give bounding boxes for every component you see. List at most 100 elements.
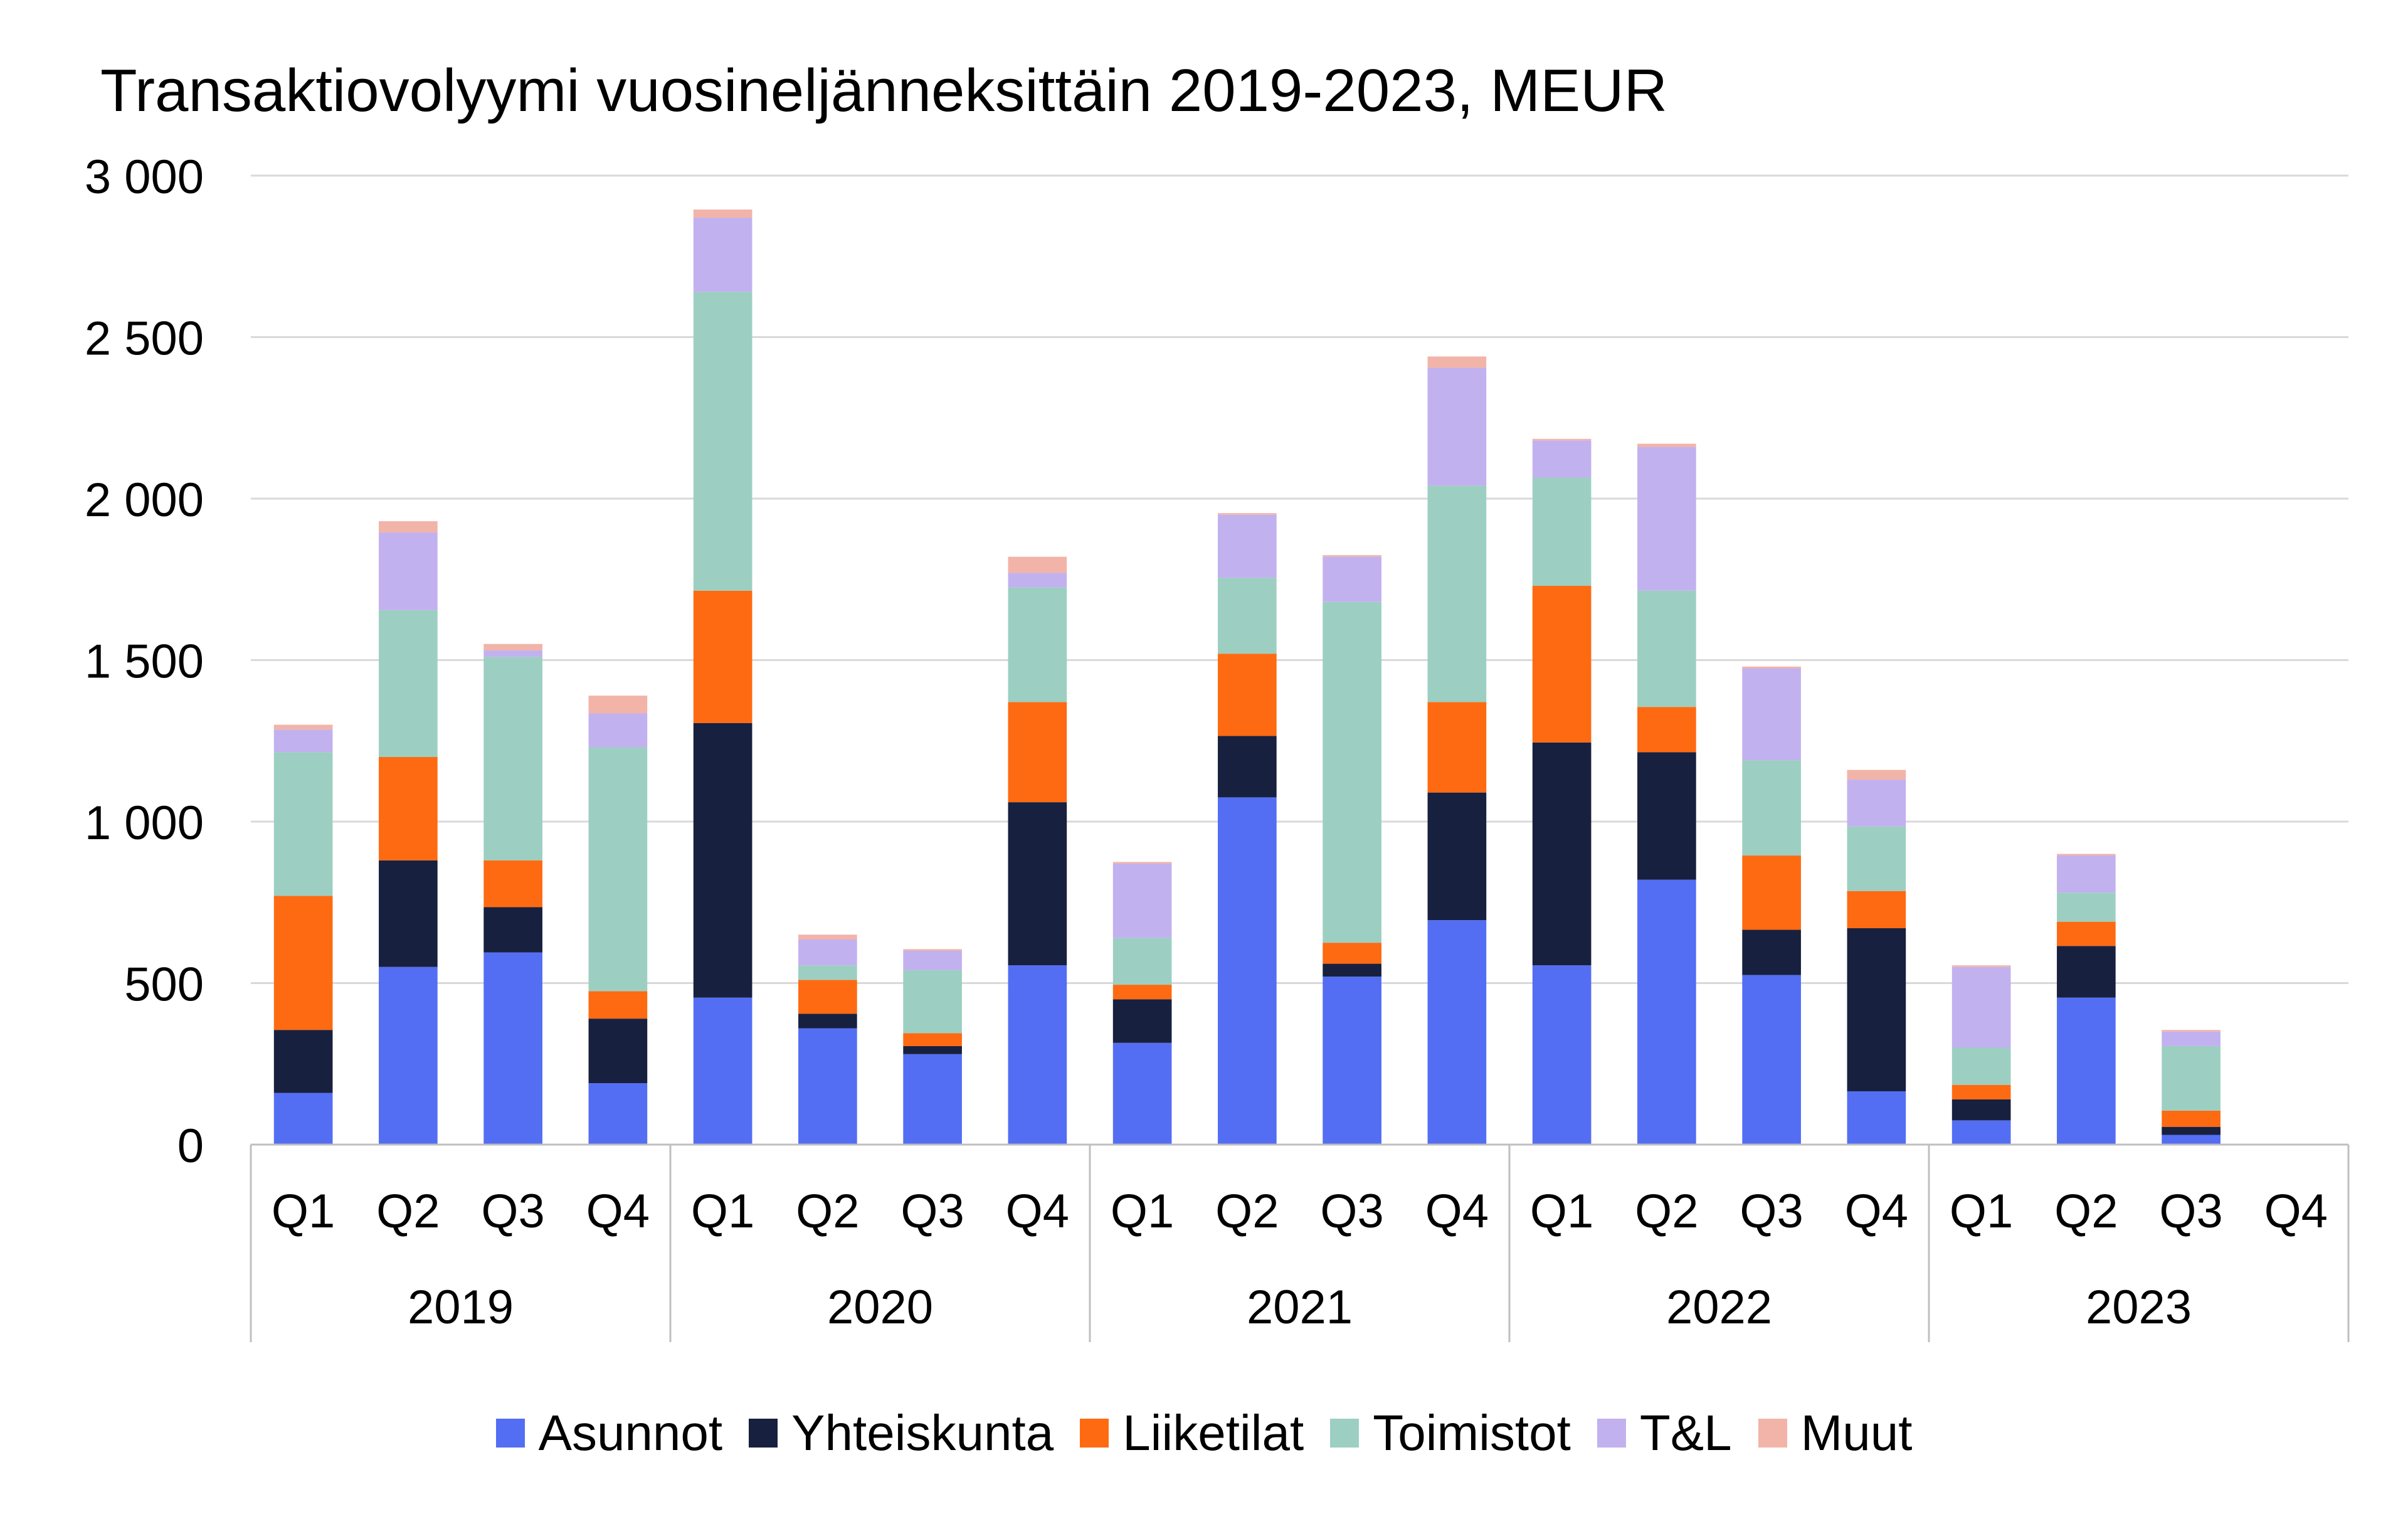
bar-segment-muut [1951, 965, 2011, 967]
bar-segment-toimistot [1742, 760, 1801, 856]
y-tick-label: 3 000 [85, 151, 204, 204]
bar-segment-t-l [1742, 668, 1801, 761]
bar-segment-asunnot [1427, 920, 1487, 1145]
bar-segment-toimistot [2162, 1046, 2221, 1111]
x-tick-label: Q2 [1635, 1185, 1698, 1238]
bar-segment-toimistot [1218, 578, 1277, 654]
x-tick-label: Q3 [481, 1185, 544, 1238]
bar-segment-toimistot [483, 657, 542, 860]
x-tick-label: Q3 [2159, 1185, 2222, 1238]
bar-segment-toimistot [588, 747, 648, 992]
chart-title: Transaktiovolyymi vuosineljänneksittäin … [100, 57, 1667, 124]
bar-segment-toimistot [273, 752, 333, 896]
bar-segment-muut [2057, 854, 2116, 856]
bar-segment-yhteiskunta [483, 907, 542, 953]
bar-segment-t-l [693, 217, 752, 292]
bar-segment-asunnot [903, 1054, 962, 1145]
bar-segment-toimistot [1532, 477, 1592, 586]
legend-swatch [1597, 1419, 1626, 1448]
bar-segment-muut [2162, 1030, 2221, 1032]
bar-segment-toimistot [1847, 826, 1906, 891]
bar-segment-liiketilat [379, 757, 438, 860]
legend-item: Yhteiskunta [749, 1404, 1054, 1462]
bar-segment-asunnot [1323, 977, 1381, 1145]
bar-segment-yhteiskunta [1427, 792, 1487, 921]
x-tick-label: Q1 [1950, 1185, 2013, 1238]
year-label: 2021 [1247, 1281, 1353, 1334]
bar-segment-muut [1112, 862, 1172, 864]
bar-segment-asunnot [2057, 997, 2116, 1145]
bar-segment-toimistot [1008, 587, 1067, 702]
legend-item: Toimistot [1330, 1404, 1571, 1462]
x-tick-label: Q2 [376, 1185, 440, 1238]
bar-segment-asunnot [1008, 965, 1067, 1145]
year-label: 2023 [2086, 1281, 2192, 1334]
legend-label: Asunnot [538, 1405, 723, 1461]
chart-legend: Asunnot Yhteiskunta Liiketilat Toimistot T&L… [0, 1399, 2408, 1468]
bar-segment-t-l [1008, 573, 1067, 588]
bar-segment-toimistot [903, 970, 962, 1034]
legend-item: Liiketilat [1080, 1404, 1304, 1462]
bar-segment-liiketilat [1532, 586, 1592, 743]
bar-segment-liiketilat [693, 590, 752, 723]
legend-swatch [495, 1419, 525, 1448]
bar-segment-liiketilat [1218, 654, 1277, 736]
x-tick-label: Q4 [2264, 1185, 2328, 1238]
bar-segment-asunnot [693, 997, 752, 1145]
bar-segment-asunnot [1951, 1120, 2011, 1145]
bar-segment-t-l [1112, 863, 1172, 938]
bar-segment-muut [1847, 770, 1906, 780]
bar-segment-muut [1742, 666, 1801, 669]
bar-segment-asunnot [1218, 797, 1277, 1145]
bar-segment-toimistot [1637, 590, 1696, 707]
year-label: 2020 [827, 1281, 933, 1334]
bar-segment-asunnot [1112, 1042, 1172, 1145]
x-tick-label: Q1 [1111, 1185, 1174, 1238]
bar-segment-t-l [379, 532, 438, 610]
bar-segment-liiketilat [903, 1033, 962, 1046]
bar-segment-yhteiskunta [588, 1019, 648, 1084]
legend-label: Muut [1800, 1405, 1913, 1461]
bar-segment-muut [798, 934, 857, 940]
bar-segment-t-l [1427, 368, 1487, 486]
bar-segment-yhteiskunta [1112, 999, 1172, 1043]
bar-segment-yhteiskunta [2057, 946, 2116, 998]
bar-segment-liiketilat [1008, 702, 1067, 803]
bar-segment-muut [1218, 513, 1277, 515]
bar-segment-liiketilat [798, 980, 857, 1014]
bar-segment-yhteiskunta [693, 723, 752, 998]
x-tick-label: Q3 [1320, 1185, 1383, 1238]
bar-segment-yhteiskunta [379, 860, 438, 967]
bar-segment-t-l [483, 650, 542, 657]
bar-segment-asunnot [798, 1028, 857, 1145]
x-tick-label: Q2 [1215, 1185, 1279, 1238]
bar-segment-t-l [1323, 556, 1381, 602]
bar-segment-asunnot [273, 1093, 333, 1145]
legend-swatch [1330, 1419, 1360, 1448]
bar-segment-asunnot [1742, 975, 1801, 1145]
bar-segment-yhteiskunta [1323, 963, 1381, 977]
bar-segment-muut [1532, 438, 1592, 441]
bar-segment-yhteiskunta [1847, 928, 1906, 1092]
x-tick-label: Q4 [1425, 1185, 1489, 1238]
bar-segment-asunnot [379, 966, 438, 1145]
bar-segment-toimistot [1323, 601, 1381, 943]
bar-segment-liiketilat [1112, 985, 1172, 1000]
legend-item: Asunnot [495, 1404, 723, 1462]
bar-segment-yhteiskunta [1742, 929, 1801, 975]
bar-segment-asunnot [588, 1083, 648, 1145]
bar-segment-toimistot [2057, 892, 2116, 922]
bar-segment-muut [1323, 555, 1381, 557]
y-tick-label: 1 500 [85, 635, 204, 689]
bar-segment-liiketilat [1742, 855, 1801, 930]
bar-segment-t-l [1951, 966, 2011, 1048]
bar-segment-asunnot [483, 952, 542, 1145]
bar-segment-yhteiskunta [1008, 802, 1067, 966]
bar-segment-t-l [903, 951, 962, 970]
bar-segment-yhteiskunta [1532, 742, 1592, 966]
bar-segment-asunnot [2162, 1135, 2221, 1145]
bar-segment-t-l [2057, 855, 2116, 893]
bar-segment-toimistot [693, 292, 752, 591]
bar-segment-t-l [1218, 514, 1277, 578]
legend-item: Muut [1758, 1404, 1913, 1462]
